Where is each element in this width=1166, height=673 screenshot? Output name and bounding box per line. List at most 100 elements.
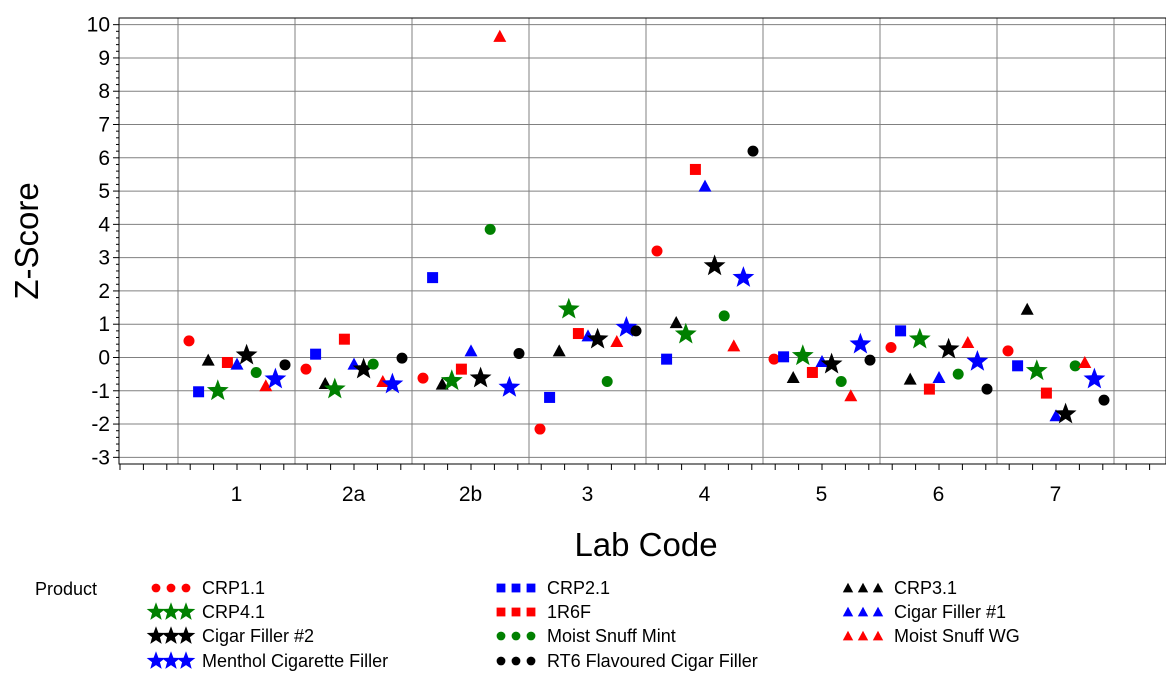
legend-label: CRP4.1: [202, 602, 265, 622]
point-1r6f: [1040, 387, 1052, 399]
legend-label: CRP1.1: [202, 578, 265, 598]
point-crp4-1: [323, 377, 346, 399]
point-crp3-1: [903, 372, 917, 385]
legend-marker: [176, 651, 196, 669]
point-crp4-1: [1025, 359, 1048, 381]
legend-marker: [842, 606, 854, 617]
point-crp3-1: [669, 316, 683, 329]
point-crp3-1: [552, 344, 566, 357]
legend-marker: [857, 606, 869, 617]
point-crp4-1: [908, 327, 931, 349]
point-crp2-1: [661, 353, 673, 365]
legend-marker: [872, 582, 884, 593]
legend-marker: [176, 626, 196, 644]
y-tick-label: 5: [98, 180, 110, 203]
point-menthol-cigarette-filler: [1083, 367, 1106, 389]
legend-marker: [857, 582, 869, 593]
x-tick-label: 3: [582, 483, 594, 506]
point-crp4-1: [557, 297, 580, 319]
legend-item: Cigar Filler #1: [842, 602, 1006, 622]
y-tick-label: -2: [91, 413, 110, 436]
x-tick-label: 4: [699, 483, 711, 506]
x-axis-title: Lab Code: [574, 526, 717, 563]
point-menthol-cigarette-filler: [381, 372, 404, 394]
grid-lines: [119, 18, 1166, 464]
point-moist-snuff-wg: [961, 336, 975, 349]
legend-label: Cigar Filler #2: [202, 626, 314, 646]
point-rt6-flavoured-cigar-filler: [513, 347, 525, 359]
point-moist-snuff-wg: [610, 335, 624, 348]
y-axis: -3 -2 -1 0 1 2 3 4 5 6 7 8 9 10: [87, 14, 119, 469]
y-tick-label: -1: [91, 380, 110, 403]
x-tick-label: 6: [933, 483, 945, 506]
point-moist-snuff-mint: [835, 375, 847, 387]
point-menthol-cigarette-filler: [966, 350, 989, 371]
legend-item: Cigar Filler #2: [146, 626, 314, 646]
point-moist-snuff-mint: [952, 368, 964, 380]
legend-item: CRP1.1: [151, 578, 265, 598]
point-moist-snuff-wg: [844, 389, 858, 402]
legend: Product CRP1.1 CRP2.1 CRP3.1 CRP4.1 1R6F Ciga…: [35, 578, 1020, 671]
y-tick-label: 7: [98, 114, 110, 137]
legend-marker: [511, 631, 521, 641]
point-crp1-1: [768, 353, 780, 365]
point-menthol-cigarette-filler: [849, 332, 872, 354]
point-moist-snuff-mint: [601, 375, 613, 387]
point-moist-snuff-mint: [1069, 360, 1081, 372]
legend-item: 1R6F: [496, 602, 591, 622]
legend-label: CRP3.1: [894, 578, 957, 598]
point-crp3-1: [1020, 302, 1034, 315]
point-crp2-1: [427, 272, 439, 284]
point-cigar-filler-1: [698, 179, 712, 192]
point-1r6f: [806, 366, 818, 378]
legend-marker: [161, 651, 181, 669]
legend-marker: [526, 631, 536, 641]
legend-marker: [146, 602, 166, 620]
point-cigar-filler-1: [1049, 409, 1063, 422]
legend-marker: [496, 656, 506, 666]
point-rt6-flavoured-cigar-filler: [981, 383, 993, 395]
point-crp2-1: [778, 351, 790, 363]
y-tick-label: 1: [98, 313, 110, 336]
y-tick-label: 9: [98, 47, 110, 70]
point-cigar-filler-2: [586, 327, 609, 349]
point-rt6-flavoured-cigar-filler: [747, 145, 759, 157]
point-menthol-cigarette-filler: [498, 375, 521, 397]
point-1r6f: [923, 383, 935, 395]
plot-frame: [118, 17, 1166, 465]
legend-marker: [526, 607, 536, 617]
point-crp2-1: [310, 348, 322, 360]
legend-marker: [857, 630, 869, 641]
legend-marker: [511, 583, 521, 593]
x-tick-label: 5: [816, 483, 828, 506]
y-tick-label: 3: [98, 247, 110, 270]
legend-marker: [161, 602, 181, 620]
legend-marker: [526, 583, 536, 593]
y-axis-title: Z-Score: [8, 182, 45, 299]
legend-item: Moist Snuff WG: [842, 626, 1020, 646]
point-moist-snuff-mint: [484, 223, 496, 235]
point-rt6-flavoured-cigar-filler: [630, 325, 642, 337]
legend-marker: [842, 582, 854, 593]
legend-marker: [496, 583, 506, 593]
point-cigar-filler-1: [230, 357, 244, 370]
legend-title: Product: [35, 579, 97, 599]
x-tick-label: 2b: [459, 483, 482, 506]
legend-item: CRP4.1: [146, 602, 265, 622]
point-cigar-filler-2: [820, 352, 843, 374]
point-cigar-filler-1: [464, 344, 478, 357]
point-crp1-1: [885, 342, 897, 354]
legend-marker: [511, 656, 521, 666]
y-tick-label: 4: [98, 213, 110, 236]
point-rt6-flavoured-cigar-filler: [864, 354, 876, 366]
y-tick-label: 0: [98, 346, 110, 369]
data-points: [183, 29, 1110, 435]
legend-marker: [176, 602, 196, 620]
legend-item: Moist Snuff Mint: [496, 626, 676, 646]
legend-marker: [496, 607, 506, 617]
y-tick-label: 10: [87, 14, 110, 37]
point-rt6-flavoured-cigar-filler: [279, 359, 291, 371]
legend-label: Menthol Cigarette Filler: [202, 651, 388, 671]
legend-marker: [842, 630, 854, 641]
